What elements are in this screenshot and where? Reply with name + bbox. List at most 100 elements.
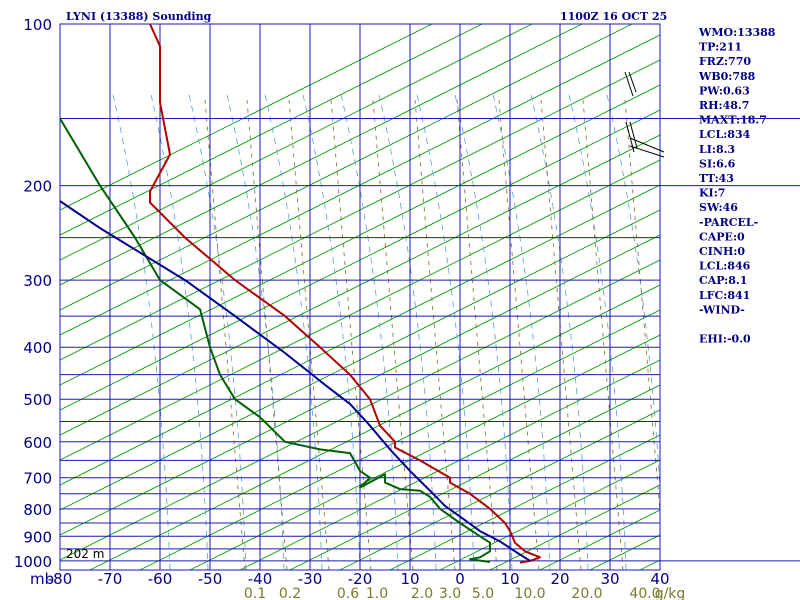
moist-adiabat-line xyxy=(187,89,247,570)
sounding-index: TP:211 xyxy=(699,41,742,54)
pressure-tick-label: 200 xyxy=(23,178,52,196)
temperature-tick-label: -70 xyxy=(98,570,123,588)
mixing-ratio-line xyxy=(288,99,330,570)
sounding-index: EHI:-0.0 xyxy=(699,333,751,346)
sounding-index: FRZ:770 xyxy=(699,55,751,68)
moist-adiabat-line xyxy=(111,89,171,570)
temperature-tick-label: -80 xyxy=(48,570,73,588)
dry-adiabat-line xyxy=(239,359,660,570)
chart-time: 1100Z 16 OCT 25 xyxy=(560,10,667,23)
mixing-ratio-line xyxy=(498,99,540,570)
wind-barb xyxy=(629,121,638,149)
dry-adiabat-line xyxy=(60,24,483,236)
moist-adiabat-line xyxy=(529,89,589,570)
mixing-ratio-line xyxy=(372,99,414,570)
sounding-index: WMO:13388 xyxy=(698,26,776,39)
sounding-index: LCL:834 xyxy=(699,128,751,141)
dry-adiabat-line xyxy=(60,59,660,361)
dry-adiabat-line xyxy=(60,159,660,461)
dry-adiabat-line xyxy=(60,134,660,436)
sounding-index: CAPE:0 xyxy=(699,230,745,243)
sounding-index: CINH:0 xyxy=(699,245,745,258)
mixing-ratio-line xyxy=(624,99,660,516)
dry-adiabat-line xyxy=(139,309,660,570)
temperature-tick-label: 30 xyxy=(600,570,619,588)
sounding-index: LCL:846 xyxy=(699,260,751,273)
mixing-ratio-label: g/kg xyxy=(655,586,686,600)
sounding-series-line-2 xyxy=(60,199,531,562)
mixing-ratio-label: 2.0 xyxy=(411,586,433,600)
dry-adiabat-line xyxy=(289,384,660,570)
mixing-ratio-line xyxy=(414,99,456,570)
dry-adiabat-line xyxy=(60,84,660,386)
temperature-tick-label: -50 xyxy=(198,570,223,588)
pressure-tick-label: 600 xyxy=(23,434,52,452)
moist-adiabat-line xyxy=(301,89,361,570)
temperature-tick-label: 10 xyxy=(400,570,419,588)
mixing-ratio-label: 20.0 xyxy=(571,586,602,600)
moist-adiabat-line xyxy=(339,89,399,570)
mixing-ratio-label: 10.0 xyxy=(514,586,545,600)
pressure-tick-label: 900 xyxy=(23,528,52,546)
sounding-index: WB0:788 xyxy=(698,70,756,83)
dry-adiabat-line xyxy=(60,209,660,511)
dry-adiabat-line xyxy=(60,24,633,311)
sounding-series-line-0 xyxy=(149,24,541,564)
temperature-tick-label: -60 xyxy=(148,570,173,588)
moist-adiabat-line xyxy=(453,89,513,570)
moist-adiabat-line xyxy=(149,89,209,570)
pressure-tick-label: 100 xyxy=(23,16,52,34)
sounding-index: MAXT:18.7 xyxy=(699,114,767,127)
moist-adiabat-line xyxy=(377,89,437,570)
temperature-tick-label: 10 xyxy=(500,570,519,588)
mixing-ratio-label: 40.0 xyxy=(629,586,660,600)
mixing-ratio-line xyxy=(246,99,288,570)
dry-adiabat-line xyxy=(60,184,660,486)
mixing-ratio-line xyxy=(582,99,624,570)
dry-adiabat-line xyxy=(339,409,660,570)
dry-adiabat-line xyxy=(60,259,660,561)
wind-barb xyxy=(629,145,665,158)
sounding-index: LI:8.3 xyxy=(699,143,735,156)
mixing-ratio-labels: 0.1 0.2 0.6 1.0 2.0 3.0 5.0 10.0 20.0 40.0g/kg xyxy=(244,586,685,600)
mixing-ratio-label: 0.1 xyxy=(244,586,266,600)
temperature-tick-label: 40 xyxy=(650,570,669,588)
temperature-tick-label: 20 xyxy=(550,570,569,588)
series-layer xyxy=(60,24,541,564)
sounding-index: KI:7 xyxy=(699,187,725,200)
pressure-tick-label: 400 xyxy=(23,339,52,357)
temperature-tick-labels: -80 -70 -60 -50 -40 -30 -20 10 0 10 20 30 40 xyxy=(48,570,670,588)
sounding-index: -WIND- xyxy=(699,303,745,316)
dry-adiabat-line xyxy=(60,109,660,411)
moist-adiabat-line xyxy=(567,89,627,570)
sounding-index: CAP:8.1 xyxy=(699,274,747,287)
dry-adiabat-line xyxy=(89,284,660,570)
sounding-index: RH:48.7 xyxy=(699,99,749,112)
mixing-ratio-line xyxy=(204,99,246,570)
sounding-index: SI:6.6 xyxy=(699,157,736,170)
temperature-tick-label: -40 xyxy=(248,570,273,588)
mixing-ratio-label: 1.0 xyxy=(366,586,388,600)
temperature-tick-label: -30 xyxy=(298,570,323,588)
mixing-ratio-label: 0.2 xyxy=(279,586,301,600)
mixing-ratio-label: 0.6 xyxy=(337,586,359,600)
wind-barb xyxy=(624,71,634,97)
dry-adiabat-line xyxy=(60,34,660,336)
surface-elevation-label: 202 m xyxy=(66,547,104,561)
background-lines xyxy=(60,24,660,570)
dry-adiabat-line xyxy=(60,234,660,536)
dry-adiabat-line xyxy=(189,334,660,570)
mixing-ratio-line xyxy=(540,99,582,570)
sounding-index: LFC:841 xyxy=(699,289,750,302)
moist-adiabat-line xyxy=(263,89,323,570)
sounding-series-line-1 xyxy=(60,117,491,563)
dry-adiabat-line xyxy=(60,24,533,261)
wind-barb xyxy=(629,137,665,153)
moist-adiabat-line xyxy=(491,89,551,570)
wind-barbs xyxy=(624,71,665,158)
dry-adiabat-line xyxy=(60,24,583,286)
temperature-tick-label: 0 xyxy=(455,570,465,588)
